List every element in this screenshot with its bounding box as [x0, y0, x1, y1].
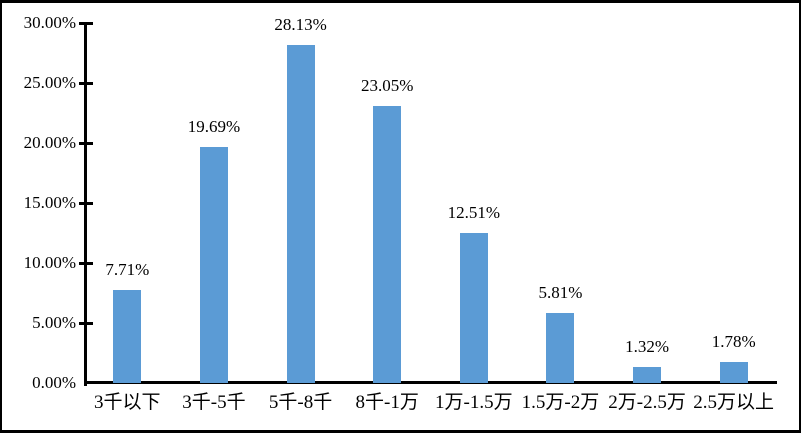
bar-data-label: 1.78%	[711, 332, 756, 351]
x-category-label: 3千-5千	[182, 392, 246, 413]
bar	[200, 147, 228, 383]
x-category-label: 1万-1.5万	[435, 392, 513, 413]
y-tick	[78, 22, 93, 25]
bar	[633, 367, 661, 383]
bar-data-label: 19.69%	[187, 117, 241, 136]
bar-data-label: 7.71%	[105, 260, 150, 279]
bar	[460, 233, 488, 383]
bar	[287, 45, 315, 383]
y-tick-label: 10.00%	[23, 253, 76, 272]
bar	[373, 106, 401, 383]
x-category-label: 2万-2.5万	[608, 392, 686, 413]
bar-data-label: 12.51%	[447, 203, 501, 222]
y-tick	[78, 202, 93, 205]
x-category-label: 2.5万以上	[693, 392, 775, 413]
bar	[546, 313, 574, 383]
y-tick-label: 0.00%	[32, 373, 76, 392]
y-tick-label: 15.00%	[23, 193, 76, 212]
y-tick-label: 5.00%	[32, 313, 76, 332]
bar-data-label: 1.32%	[625, 337, 670, 356]
bar	[720, 362, 748, 383]
y-tick	[78, 82, 93, 85]
y-tick-label: 30.00%	[23, 13, 76, 32]
x-axis-line	[84, 381, 777, 384]
bar-data-label: 28.13%	[274, 15, 327, 34]
y-tick-label: 20.00%	[23, 133, 76, 152]
y-tick	[78, 262, 93, 265]
bar-data-label: 5.81%	[538, 283, 583, 302]
x-category-label: 8千-1万	[355, 392, 419, 413]
y-tick-label: 25.00%	[23, 73, 76, 92]
y-tick	[78, 322, 93, 325]
x-category-label: 1.5万-2万	[521, 392, 600, 413]
y-tick	[78, 142, 93, 145]
x-category-label: 5千-8千	[268, 392, 333, 413]
x-category-label: 3千以下	[94, 392, 161, 413]
bar	[113, 290, 141, 383]
bar-data-label: 23.05%	[360, 76, 414, 95]
